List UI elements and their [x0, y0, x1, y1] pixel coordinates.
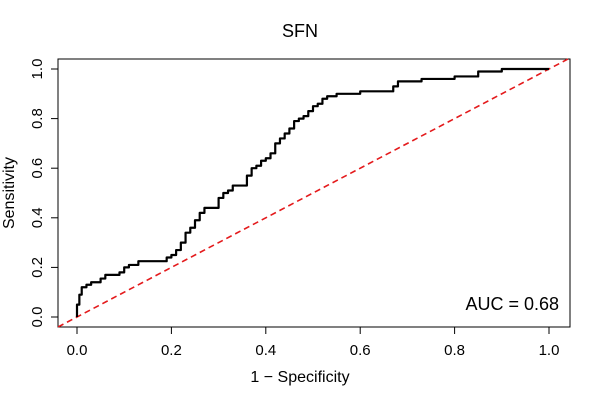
- y-axis: 0.0 0.2 0.4 0.6 0.8 1.0: [29, 59, 58, 328]
- roc-curve-line: [75, 67, 549, 317]
- y-tick-label: 0.0: [29, 307, 46, 328]
- y-axis-label: Sensitivity: [1, 157, 18, 229]
- y-tick-label: 1.0: [29, 59, 46, 80]
- x-tick-label: 0.0: [67, 342, 88, 359]
- x-tick-label: 0.4: [255, 342, 276, 359]
- x-axis-label: 1 − Specificity: [250, 369, 349, 386]
- reference-diagonal-line: [57, 58, 569, 328]
- x-tick-label: 0.6: [350, 342, 371, 359]
- plot-area: [57, 58, 571, 328]
- x-tick-label: 1.0: [539, 342, 560, 359]
- chart-title: SFN: [282, 21, 318, 41]
- x-tick-label: 0.2: [161, 342, 182, 359]
- y-tick-label: 0.2: [29, 257, 46, 278]
- x-axis: 0.0 0.2 0.4 0.6 0.8 1.0: [67, 327, 560, 359]
- y-tick-label: 0.6: [29, 158, 46, 179]
- y-tick-label: 0.4: [29, 207, 46, 228]
- x-tick-label: 0.8: [444, 342, 465, 359]
- auc-annotation: AUC = 0.68: [465, 294, 559, 314]
- y-tick-label: 0.8: [29, 108, 46, 129]
